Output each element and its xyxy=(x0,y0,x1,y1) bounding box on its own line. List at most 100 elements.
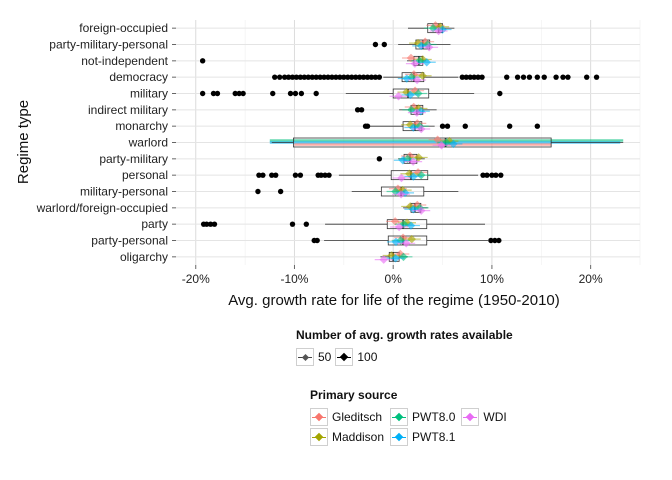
outlier-point xyxy=(313,74,319,80)
outlier-point xyxy=(210,90,217,97)
y-tick-label: foreign-occupied xyxy=(79,21,168,35)
source-point xyxy=(396,190,406,199)
source-legend-label-gleditsch: Gleditsch xyxy=(332,410,383,424)
outlier-point xyxy=(560,74,566,80)
outlier-point xyxy=(541,74,547,80)
outlier-point xyxy=(309,74,315,80)
outlier-point xyxy=(199,90,206,97)
size-legend-item-50: 50 xyxy=(296,348,331,366)
outlier-point xyxy=(236,90,242,97)
source-point xyxy=(412,108,422,117)
source-point xyxy=(409,172,418,181)
outlier-point xyxy=(293,74,300,80)
source-point xyxy=(390,217,400,226)
size-legend-key-100 xyxy=(335,348,354,366)
outlier-point xyxy=(514,74,521,80)
y-tick-label: military-personal xyxy=(80,185,168,199)
maddison-key xyxy=(310,428,328,446)
outlier-point xyxy=(256,172,262,178)
source-point xyxy=(409,204,418,214)
box xyxy=(293,137,552,148)
outlier-point xyxy=(277,188,284,195)
size-legend-item-100: 100 xyxy=(335,348,377,366)
outlier-point xyxy=(459,74,465,80)
outlier-point xyxy=(534,123,541,129)
y-tick-label: personal xyxy=(122,168,168,182)
y-tick-label: party-military-personal xyxy=(49,38,168,52)
source-legend-item-wdi: WDI xyxy=(461,408,507,426)
outlier-point xyxy=(207,221,214,227)
x-tick-labels: -20% -10% 0% 10% 20% xyxy=(182,265,603,286)
outlier-point xyxy=(498,172,504,178)
outlier-point xyxy=(467,74,473,80)
outlier-point xyxy=(565,74,571,80)
outlier-point xyxy=(506,123,513,129)
outlier-point xyxy=(281,74,288,80)
outlier-point xyxy=(326,172,332,178)
x-tick-label: -20% xyxy=(182,272,210,286)
outlier-point xyxy=(463,74,469,80)
source-legend-label-wdi: WDI xyxy=(483,410,507,424)
boxplot-layer xyxy=(199,23,624,262)
size-legend-title: Number of avg. growth rates available xyxy=(296,328,513,342)
source-points-layer xyxy=(374,21,463,264)
outlier-point xyxy=(232,90,238,97)
outlier-point xyxy=(214,90,221,97)
outlier-point xyxy=(360,74,367,80)
y-tick-label: party xyxy=(141,217,168,231)
y-tick-label: oligarchy xyxy=(120,250,168,264)
source-point xyxy=(397,173,406,183)
outlier-point xyxy=(439,123,446,129)
outlier-point xyxy=(364,74,371,80)
outlier-point xyxy=(593,74,600,80)
y-tick-label: warlord xyxy=(128,136,168,150)
outlier-point xyxy=(199,58,206,64)
pwt80-key xyxy=(390,408,409,426)
outlier-point xyxy=(356,74,363,80)
outlier-point xyxy=(255,188,261,195)
outlier-point xyxy=(583,74,590,80)
outlier-point xyxy=(372,74,379,80)
source-point xyxy=(379,255,388,264)
source-legend-items: Gleditsch PWT8.0 WDI Maddison PWT8.1 xyxy=(310,408,511,446)
y-tick-labels: foreign-occupied party-military-personal n… xyxy=(36,21,176,264)
source-legend-item-maddison: Maddison xyxy=(310,428,384,446)
source-point xyxy=(418,71,427,81)
source-point xyxy=(412,75,422,85)
outlier-point xyxy=(492,237,498,244)
outlier-point xyxy=(289,221,296,227)
source-point xyxy=(408,157,418,166)
outlier-point xyxy=(358,107,365,113)
source-point xyxy=(409,123,418,132)
outlier-point xyxy=(480,172,486,178)
outlier-point xyxy=(318,172,324,178)
outlier-point xyxy=(496,237,502,244)
outlier-point xyxy=(240,90,246,97)
y-tick-label: military xyxy=(130,87,168,101)
source-point xyxy=(416,124,426,134)
y-tick-label: warlord/foreign-occupied xyxy=(36,201,168,215)
outlier-point xyxy=(497,90,503,97)
outlier-point xyxy=(475,74,481,80)
outlier-point xyxy=(314,237,320,244)
outlier-point xyxy=(276,74,283,80)
outlier-point xyxy=(305,74,311,80)
outlier-point xyxy=(313,90,319,97)
outlier-point xyxy=(493,172,499,178)
outlier-point xyxy=(345,74,351,80)
outlier-point xyxy=(479,74,485,80)
outlier-point xyxy=(203,221,210,227)
pwt81-key xyxy=(390,428,409,446)
source-point xyxy=(391,253,400,263)
outlier-point xyxy=(273,172,279,178)
outlier-point xyxy=(287,90,294,97)
gleditsch-key xyxy=(310,408,328,426)
outlier-point xyxy=(337,74,343,80)
source-point xyxy=(414,89,423,98)
source-point xyxy=(398,155,408,165)
source-legend: Primary source Gleditsch PWT8.0 WDI Madd… xyxy=(310,388,511,446)
outlier-point xyxy=(534,74,541,80)
outlier-point xyxy=(341,74,347,80)
outlier-point xyxy=(553,74,559,80)
y-tick-label: democracy xyxy=(109,70,168,84)
